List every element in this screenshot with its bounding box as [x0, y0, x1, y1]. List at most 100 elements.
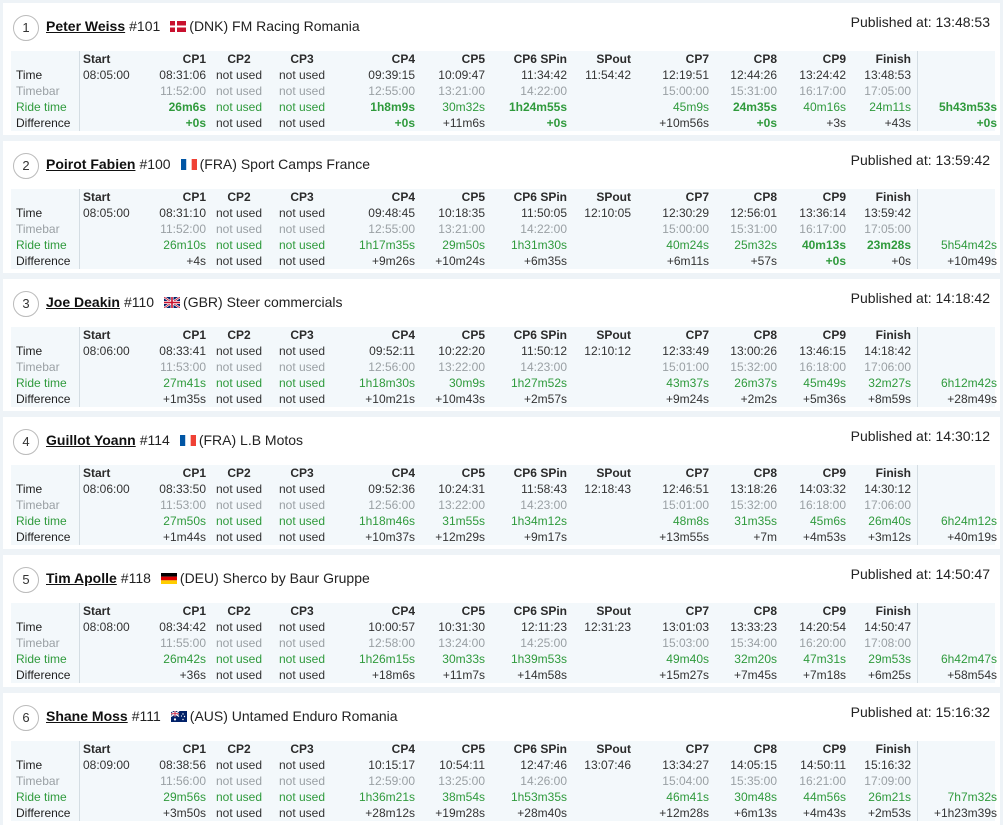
difference-cell: +43s [884, 116, 911, 130]
difference-cell: +36s [179, 668, 206, 682]
column-header: CP9 [822, 52, 846, 66]
time-cell: not used [215, 68, 263, 82]
rank-badge: 6 [13, 705, 39, 731]
published-time: Published at: 14:50:47 [850, 566, 990, 582]
time-cell: not used [215, 206, 263, 220]
ride-time-cell: 30m48s [734, 790, 777, 804]
rider-card: 2 Poirot Fabien #100 (FRA) Sport Camps Fran… [3, 141, 1000, 273]
row-label: Time [16, 344, 43, 358]
difference-cell: +13m55s [659, 530, 709, 544]
column-header: CP7 [685, 742, 709, 756]
timebar-cell: 13:22:00 [438, 360, 485, 374]
timebar-cell: 16:17:00 [799, 84, 846, 98]
time-cell: 10:18:35 [438, 206, 485, 220]
column-header: CP2 [227, 52, 251, 66]
row-label: Ride time [16, 790, 67, 804]
column-header: Finish [875, 328, 911, 342]
difference-cell: not used [278, 668, 326, 682]
time-cell: 08:33:50 [159, 482, 206, 496]
time-cell: 14:05:15 [730, 758, 777, 772]
flag-gbr-icon [163, 295, 181, 309]
ride-time-cell: 49m40s [666, 652, 709, 666]
rider-header: Shane Moss #111 (AUS) Untamed Enduro Roman… [46, 708, 398, 724]
timebar-cell: 11:53:00 [160, 360, 206, 374]
rider-name-link[interactable]: Guillot Yoann [46, 432, 136, 448]
rider-name-link[interactable]: Peter Weiss [46, 18, 126, 34]
column-header: CP2 [227, 328, 251, 342]
column-header: CP7 [685, 604, 709, 618]
time-cell: not used [278, 620, 326, 634]
ride-time-cell: not used [278, 514, 326, 528]
flag-fra-icon [180, 157, 197, 170]
column-header: SPout [596, 742, 631, 756]
timebar-cell: 15:00:00 [662, 84, 709, 98]
column-divider [79, 189, 80, 269]
difference-cell: +7m18s [802, 668, 846, 682]
difference-cell: +4m53s [802, 530, 846, 544]
row-label: Ride time [16, 514, 67, 528]
column-header: CP3 [290, 328, 314, 342]
timebar-cell: 17:08:00 [864, 636, 911, 650]
row-label: Difference [16, 806, 71, 820]
ride-time-cell: 1h36m21s [358, 790, 415, 804]
time-cell: 13:46:15 [799, 344, 846, 358]
rider-header: Guillot Yoann #114 (FRA) L.B Motos [46, 432, 303, 448]
row-label: Difference [16, 668, 71, 682]
total-ride-time: 5h54m42s [940, 238, 997, 252]
row-label: Difference [16, 392, 71, 406]
rider-name-link[interactable]: Joe Deakin [46, 294, 120, 310]
timebar-cell: not used [278, 222, 326, 236]
time-cell: 11:50:12 [521, 344, 567, 358]
timebar-cell: 17:05:00 [864, 84, 911, 98]
ride-time-cell: 1h18m30s [358, 376, 415, 390]
time-cell: 08:34:42 [159, 620, 206, 634]
column-header: Start [83, 52, 111, 66]
difference-cell: +4s [186, 254, 206, 268]
rider-team: (FRA) L.B Motos [198, 432, 304, 448]
difference-cell: +57s [750, 254, 777, 268]
timebar-cell: 15:03:00 [662, 636, 709, 650]
published-time: Published at: 13:48:53 [850, 14, 990, 30]
rider-name-link[interactable]: Shane Moss [46, 708, 128, 724]
timebar-cell: 13:24:00 [438, 636, 485, 650]
difference-cell: +12m28s [659, 806, 709, 820]
time-cell: 12:11:23 [521, 620, 567, 634]
timebar-cell: 14:23:00 [520, 498, 567, 512]
column-header: CP6 SPin [513, 604, 567, 618]
difference-cell: +0s [756, 116, 777, 130]
time-cell: 08:06:00 [83, 344, 130, 358]
time-cell: 08:06:00 [83, 482, 130, 496]
rider-number: #111 [131, 708, 161, 724]
column-header: CP2 [227, 604, 251, 618]
rider-team: (DNK) FM Racing Romania [189, 18, 360, 34]
timebar-cell: 16:18:00 [799, 360, 846, 374]
timebar-cell: not used [215, 498, 263, 512]
rider-name-link[interactable]: Poirot Fabien [46, 156, 136, 172]
rank-badge: 4 [13, 429, 39, 455]
rank-badge: 2 [13, 153, 39, 179]
column-header: CP8 [753, 328, 777, 342]
column-header: CP4 [391, 52, 415, 66]
time-cell: 11:34:42 [521, 68, 567, 82]
difference-cell: +28m40s [517, 806, 567, 820]
time-cell: 09:39:15 [368, 68, 415, 82]
column-header: CP1 [182, 190, 206, 204]
column-header: CP2 [227, 742, 251, 756]
column-divider [917, 741, 918, 821]
difference-cell: +18m6s [371, 668, 415, 682]
timebar-cell: not used [215, 774, 263, 788]
difference-cell: not used [278, 254, 326, 268]
time-cell: 13:33:23 [730, 620, 777, 634]
row-label: Difference [16, 530, 71, 544]
column-divider [917, 51, 918, 131]
timebar-cell: 16:20:00 [799, 636, 846, 650]
ride-time-cell: 1h31m30s [510, 238, 567, 252]
column-header: CP3 [290, 604, 314, 618]
row-label: Time [16, 758, 43, 772]
column-header: CP3 [290, 742, 314, 756]
difference-cell: +6m11s [666, 254, 709, 268]
difference-cell: +6m25s [867, 668, 911, 682]
rider-name-link[interactable]: Tim Apolle [46, 570, 117, 586]
ride-time-cell: 1h24m55s [508, 100, 567, 114]
time-cell: 11:50:05 [521, 206, 567, 220]
